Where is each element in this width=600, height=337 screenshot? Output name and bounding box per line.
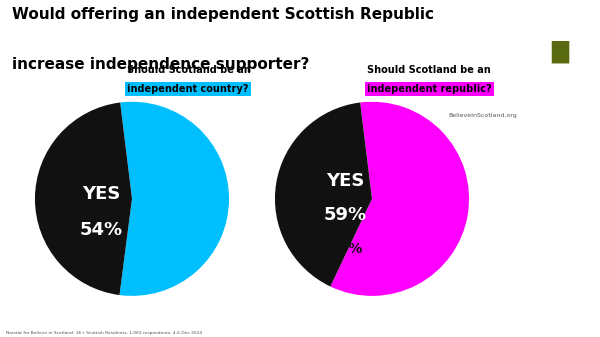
Text: Believe: Believe [457,17,505,30]
Text: Would offering an independent Scottish Republic: Would offering an independent Scottish R… [12,7,434,22]
Wedge shape [275,102,372,286]
Text: YES: YES [326,172,364,190]
Text: Should Scotland be an: Should Scotland be an [127,65,251,74]
Text: BelieveInScotland.org: BelieveInScotland.org [449,113,518,118]
Text: YES: YES [82,185,120,203]
Wedge shape [331,102,469,296]
Text: █: █ [551,41,568,63]
Text: increase independence supporter?: increase independence supporter? [12,57,310,72]
Text: independent republic?: independent republic? [367,84,492,94]
Text: Should Scotland be an: Should Scotland be an [367,65,491,74]
Text: 54%: 54% [79,221,122,239]
Text: +5%: +5% [327,242,362,256]
Text: Norstat for Believe in Scotland: 16+ Scottish Residents, 1,063 respondents. 4-6 : Norstat for Believe in Scotland: 16+ Sco… [6,331,202,335]
Text: independent country?: independent country? [127,84,248,94]
Text: in Scotland: in Scotland [457,49,531,62]
Text: 59%: 59% [323,206,367,224]
Wedge shape [35,102,132,295]
Wedge shape [119,102,229,296]
